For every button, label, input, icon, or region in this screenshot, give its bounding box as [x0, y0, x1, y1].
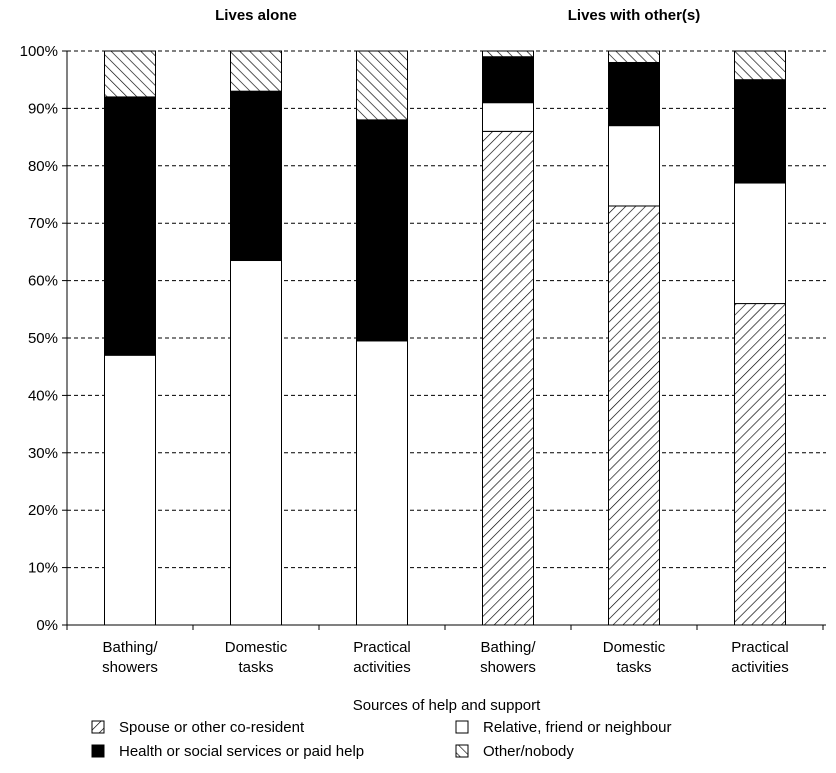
bar-segment-diag-back: [356, 50, 408, 121]
bar-segment-diag-back: [734, 50, 786, 81]
bar-segment-diag-fwd: [482, 130, 534, 626]
bar-segment-diag-back: [482, 50, 534, 58]
group-title: Lives with other(s): [568, 7, 701, 24]
bar-segment-white: [104, 354, 156, 626]
legend-swatch-white: [455, 720, 469, 734]
axis-labels: 0% 10% 20% 30% 40% 50% 60% 70% 80% 90% 100% Bathing…: [20, 7, 789, 714]
legend-label: Health or social services or paid help: [119, 743, 364, 760]
legend-swatch-diag-fwd: [91, 720, 105, 734]
y-tick-label: 60%: [28, 273, 58, 290]
y-tick-label: 70%: [28, 215, 58, 232]
x-category-label: Domestic tasks: [603, 639, 666, 676]
x-category-label: Practical activities: [353, 639, 411, 676]
bar-segment-diag-fwd: [608, 205, 660, 626]
bar-segment-white: [608, 125, 660, 207]
bar-segment-diag-back: [104, 50, 156, 98]
bar-segment-black: [356, 119, 408, 342]
y-tick-label: 10%: [28, 560, 58, 577]
bar-segment-diag-back: [608, 50, 660, 63]
bar-segment-black: [482, 56, 534, 104]
y-tick-label: 20%: [28, 502, 58, 519]
bar-segment-black: [230, 90, 282, 262]
axes: [62, 50, 826, 630]
legend-swatch-diag-back: [455, 744, 469, 758]
bar-segment-black: [734, 79, 786, 184]
bar-segment-black: [608, 61, 660, 127]
y-tick-label: 90%: [28, 100, 58, 117]
x-category-label: Bathing/showers: [480, 639, 536, 676]
legend: Spouse or other co-resident Relative, fri…: [91, 719, 671, 760]
y-tick-label: 100%: [20, 43, 58, 60]
bar-segment-white: [734, 182, 786, 305]
bar-segment-diag-fwd: [734, 303, 786, 626]
legend-label: Relative, friend or neighbour: [483, 719, 671, 736]
legend-label: Spouse or other co-resident: [119, 719, 305, 736]
group-title: Lives alone: [215, 7, 297, 24]
y-tick-label: 40%: [28, 387, 58, 404]
bar-segment-diag-back: [230, 50, 282, 92]
x-axis-title: Sources of help and support: [353, 697, 541, 714]
legend-label: Other/nobody: [483, 743, 574, 760]
bar-segment-white: [356, 340, 408, 626]
bars: [104, 50, 786, 626]
x-category-label: Bathing/showers: [102, 639, 158, 676]
y-tick-label: 0%: [36, 617, 58, 634]
x-category-label: Domestic tasks: [225, 639, 288, 676]
bar-segment-black: [104, 96, 156, 356]
bar-segment-white: [230, 260, 282, 626]
legend-swatch-black: [91, 744, 105, 758]
bar-segment-white: [482, 102, 534, 132]
y-tick-label: 30%: [28, 445, 58, 462]
x-category-label: Practical activities: [731, 639, 789, 676]
y-tick-label: 50%: [28, 330, 58, 347]
gridlines: [67, 50, 826, 569]
y-tick-label: 80%: [28, 158, 58, 175]
